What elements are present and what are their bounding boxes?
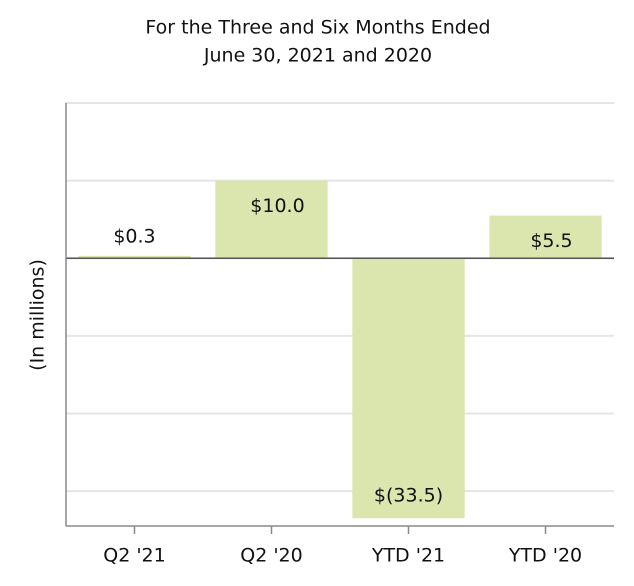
data-label: $0.3: [113, 225, 155, 247]
x-tick-label: YTD '21: [371, 545, 445, 567]
chart-title: For the Three and Six Months Ended: [145, 17, 490, 39]
bar: [489, 215, 602, 259]
x-tick-label: YTD '20: [508, 545, 582, 567]
chart-title: June 30, 2021 and 2020: [203, 45, 432, 67]
y-axis-label: (In millions): [27, 259, 49, 371]
bar: [78, 255, 191, 259]
bar: [352, 258, 465, 519]
x-tick-label: Q2 '21: [103, 545, 165, 567]
data-label: $10.0: [250, 195, 304, 217]
x-tick-label: Q2 '20: [240, 545, 302, 567]
data-label: $(33.5): [374, 485, 443, 507]
data-label: $5.5: [530, 230, 572, 252]
bar: [215, 180, 328, 259]
